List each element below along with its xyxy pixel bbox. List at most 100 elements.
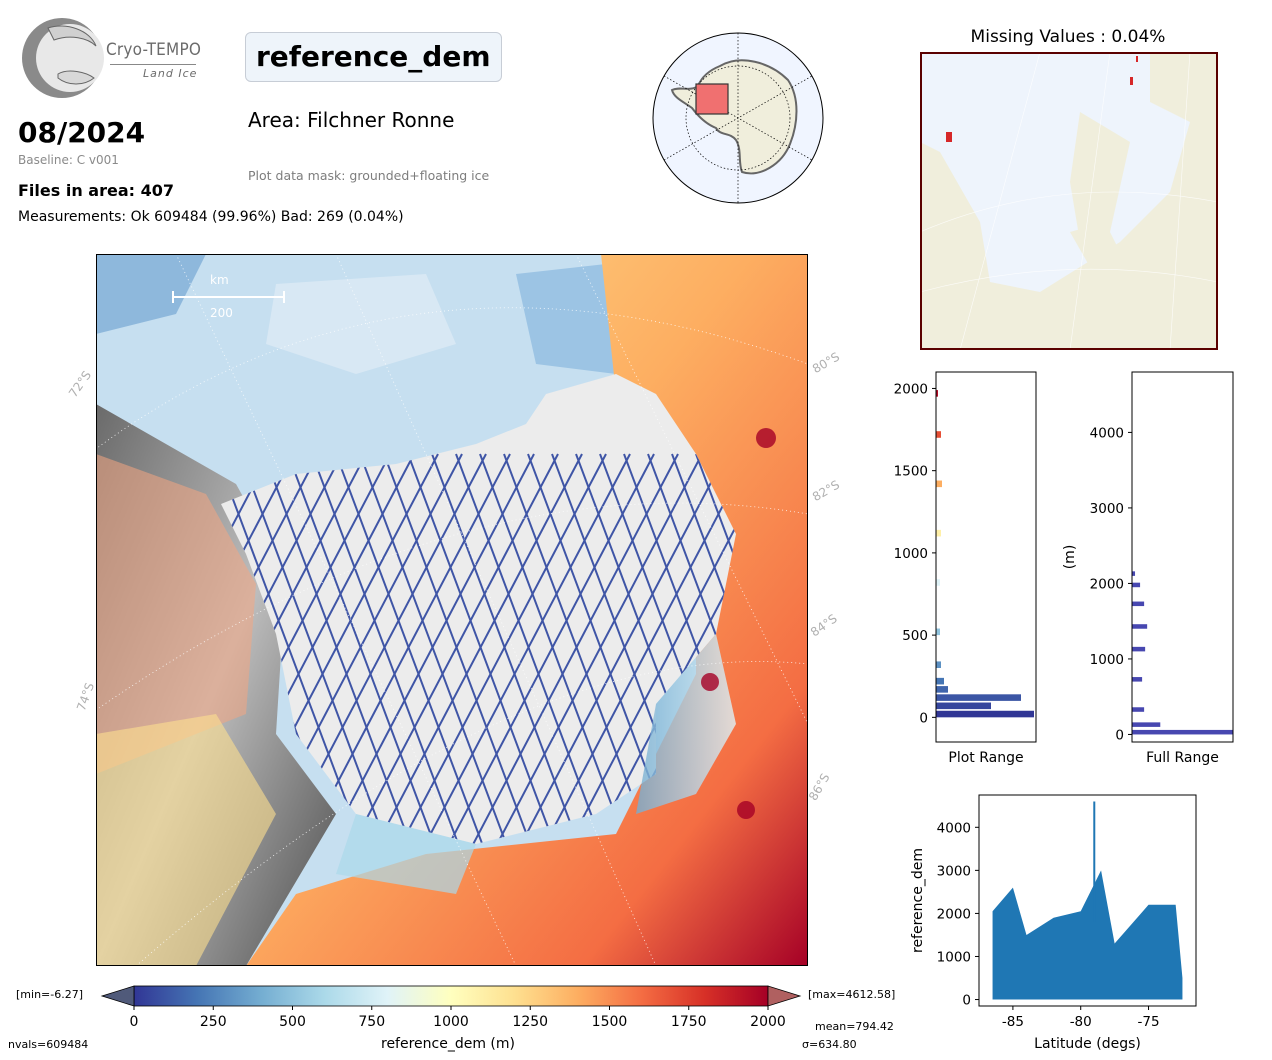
elevation-hotspot — [701, 673, 719, 691]
track-line — [395, 453, 607, 844]
colorbar-min-label: [min=-6.27] — [16, 988, 84, 1001]
baseline-text: Baseline: C v001 — [18, 153, 119, 167]
track-line — [479, 453, 631, 844]
tick-label: 500 — [902, 628, 928, 644]
scale-bar — [172, 291, 285, 303]
histogram-bar — [936, 702, 991, 710]
colorbar: 0 250 500 750 1000 1250 1500 1750 2000 — [100, 985, 802, 1030]
histogram-bar — [936, 661, 941, 668]
tick-label: 4000 — [937, 820, 971, 836]
track-line — [335, 453, 487, 844]
colorbar-label: reference_dem (m) — [381, 1036, 515, 1052]
tick-label: 3000 — [1090, 501, 1124, 517]
antarctica-locator-map — [652, 32, 824, 204]
track-line — [443, 453, 655, 844]
missing-values-title: Missing Values : 0.04% — [970, 27, 1166, 47]
area-highlight-box — [695, 83, 729, 115]
histogram-bar — [1132, 601, 1145, 607]
histogram-bar — [1132, 729, 1233, 735]
track-line — [221, 453, 367, 844]
histogram-bar — [936, 431, 941, 438]
track-line — [383, 453, 535, 844]
track-line — [419, 453, 631, 844]
latitude-label: 82°S — [810, 477, 843, 505]
left-yellow-tracks — [96, 714, 276, 966]
colorbar-tick-label: 500 — [279, 1014, 306, 1030]
track-line — [287, 453, 439, 844]
track-line — [563, 453, 736, 844]
missing-values-map — [920, 52, 1218, 350]
histogram-bar — [936, 710, 1034, 718]
histogram-bar — [1132, 707, 1145, 712]
histogram-bar — [1132, 582, 1141, 588]
ocean-dark-patch — [96, 254, 206, 334]
missing-value-marker — [1136, 56, 1138, 62]
grounding-zone — [336, 814, 476, 894]
histogram-bar — [936, 686, 948, 693]
colorbar-min-extend — [100, 985, 135, 1007]
colorbar-tick-label: 0 — [130, 1014, 139, 1030]
latitude-label: 84°S — [808, 611, 840, 640]
date-title: 08/2024 — [18, 116, 146, 149]
satellite-tracks — [221, 453, 736, 844]
track-line — [491, 453, 703, 844]
track-line — [311, 453, 463, 844]
tick-label: -80 — [1070, 1014, 1092, 1030]
logo-subtext: Land Ice — [143, 67, 198, 80]
ocean-dark-patch — [516, 264, 616, 374]
colorbar-tick-label: 1000 — [433, 1014, 469, 1030]
tick-label: 1000 — [1090, 652, 1124, 668]
track-line — [695, 453, 736, 844]
plot-range-histogram: 0 500 1000 1500 2000 Plot Range — [894, 371, 1037, 766]
ice-extent — [920, 52, 1190, 292]
full-range-histogram: 0 1000 2000 3000 4000 Full Range (m) — [1062, 371, 1234, 766]
missing-value-marker — [946, 132, 952, 142]
tick-label: 1000 — [894, 546, 928, 562]
latitude-label: 74°S — [74, 680, 98, 713]
track-line — [359, 453, 511, 844]
tick-label: 4000 — [1090, 425, 1124, 441]
scale-bar-unit: km — [210, 273, 229, 287]
missing-value-marker — [1130, 77, 1133, 85]
axis-label: Latitude (degs) — [1034, 1036, 1141, 1052]
axis-label: Full Range — [1146, 750, 1219, 766]
tick-label: 0 — [919, 710, 928, 726]
histogram-bar — [1132, 571, 1136, 576]
colorbar-tick-label: 1500 — [592, 1014, 628, 1030]
latitude-label: 80°S — [810, 349, 843, 377]
track-line — [431, 453, 583, 844]
track-line — [263, 453, 415, 844]
track-line — [239, 453, 391, 844]
left-colored-tracks — [96, 454, 256, 774]
track-line — [455, 453, 607, 844]
track-line — [407, 453, 559, 844]
histogram-bar — [936, 694, 1021, 701]
track-line — [221, 453, 319, 844]
histogram-bar — [1132, 624, 1148, 629]
histogram-bar — [936, 677, 944, 685]
track-line — [323, 453, 535, 844]
tick-label: 2000 — [937, 906, 971, 922]
sigma-label: σ=634.80 — [802, 1038, 857, 1051]
tick-label: 1500 — [894, 464, 928, 480]
track-line — [503, 453, 655, 844]
ocean-light-patch — [266, 274, 456, 374]
track-line — [587, 453, 736, 844]
track-line — [515, 453, 727, 844]
logo-divider — [110, 64, 196, 65]
colorbar-max-extend — [767, 985, 802, 1007]
axis-label: reference_dem — [910, 848, 926, 953]
track-line — [221, 453, 295, 844]
track-line — [539, 453, 736, 844]
tick-label: 2000 — [894, 381, 928, 397]
histogram-bar — [936, 529, 941, 537]
tick-label: 0 — [1115, 727, 1124, 743]
colorbar-max-label: [max=4612.58] — [808, 988, 896, 1001]
tick-label: 0 — [962, 993, 971, 1009]
scatter-points-cloud — [992, 870, 1183, 1000]
parameter-title: reference_dem — [245, 32, 502, 82]
logo-text: Cryo-TEMPO — [106, 40, 202, 60]
track-line — [671, 453, 736, 844]
colorbar-tick-label: 2000 — [750, 1014, 786, 1030]
colorbar-tick-label: 750 — [358, 1014, 385, 1030]
